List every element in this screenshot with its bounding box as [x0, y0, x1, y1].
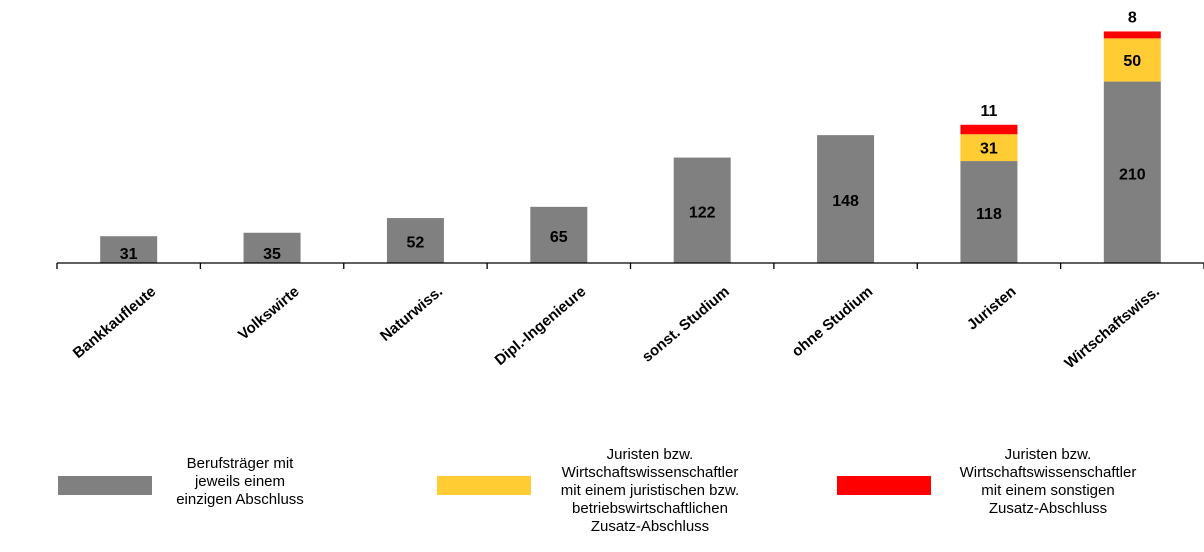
data-label: 65: [550, 229, 568, 246]
x-tick-labels-group: Bankkaufleute Volkswirte Naturwiss. Dipl.-I…: [70, 283, 1163, 372]
x-tick-label: ohne Studium: [789, 283, 877, 360]
x-tick-label: sonst. Studium: [639, 283, 733, 366]
data-label: 122: [689, 204, 716, 221]
data-label: 52: [407, 235, 425, 252]
data-label: 31: [120, 246, 138, 263]
x-tick-label: Naturwiss.: [377, 283, 446, 345]
data-label: 31: [980, 141, 998, 158]
bars-group: [100, 31, 1161, 263]
bar-segment-single-degree: [1103, 81, 1161, 263]
data-label: 50: [1123, 53, 1141, 70]
legend-swatch: [437, 476, 531, 495]
x-tick-label: Volkswirte: [235, 283, 303, 344]
bar-segment-single-degree: [243, 232, 301, 263]
bar-segment-single-degree: [817, 135, 875, 263]
legend-label: Berufsträger mit jeweils einem einzigen Ab…: [176, 455, 304, 508]
legend-swatch: [837, 476, 931, 495]
x-tick-label: Wirtschaftswiss.: [1061, 283, 1163, 372]
x-axis: [56, 262, 1204, 269]
data-label: 11: [980, 103, 997, 120]
data-labels-group: 31 35 52 65 122 148 118 31 11 210 50 8: [120, 9, 1146, 263]
data-label: 35: [263, 246, 281, 263]
x-tick-label: Juristen: [964, 283, 1020, 334]
x-tick-label: Bankkaufleute: [70, 283, 159, 362]
legend-swatch: [58, 476, 152, 495]
bar-segment-single-degree: [673, 157, 731, 263]
bar-segment-single-degree: [530, 206, 588, 263]
bar-segment-business-legal-addon: [960, 134, 1018, 162]
data-label: 8: [1128, 9, 1137, 26]
legend-label: Juristen bzw. Wirtschaftswissenschaftler m…: [959, 446, 1137, 517]
bar-segment-other-addon: [960, 124, 1018, 135]
data-label: 148: [832, 193, 859, 210]
bar-segment-single-degree: [100, 236, 158, 263]
legend-label: Juristen bzw. Wirtschaftswissenschaftler m…: [560, 446, 740, 535]
bar-segment-business-legal-addon: [1103, 38, 1161, 82]
x-tick-label: Dipl.-Ingenieure: [492, 283, 590, 369]
data-label: 210: [1119, 166, 1146, 183]
bar-segment-other-addon: [1103, 31, 1161, 39]
data-label: 118: [976, 206, 1002, 223]
bar-segment-single-degree: [386, 218, 444, 263]
bar-segment-single-degree: [960, 161, 1018, 263]
